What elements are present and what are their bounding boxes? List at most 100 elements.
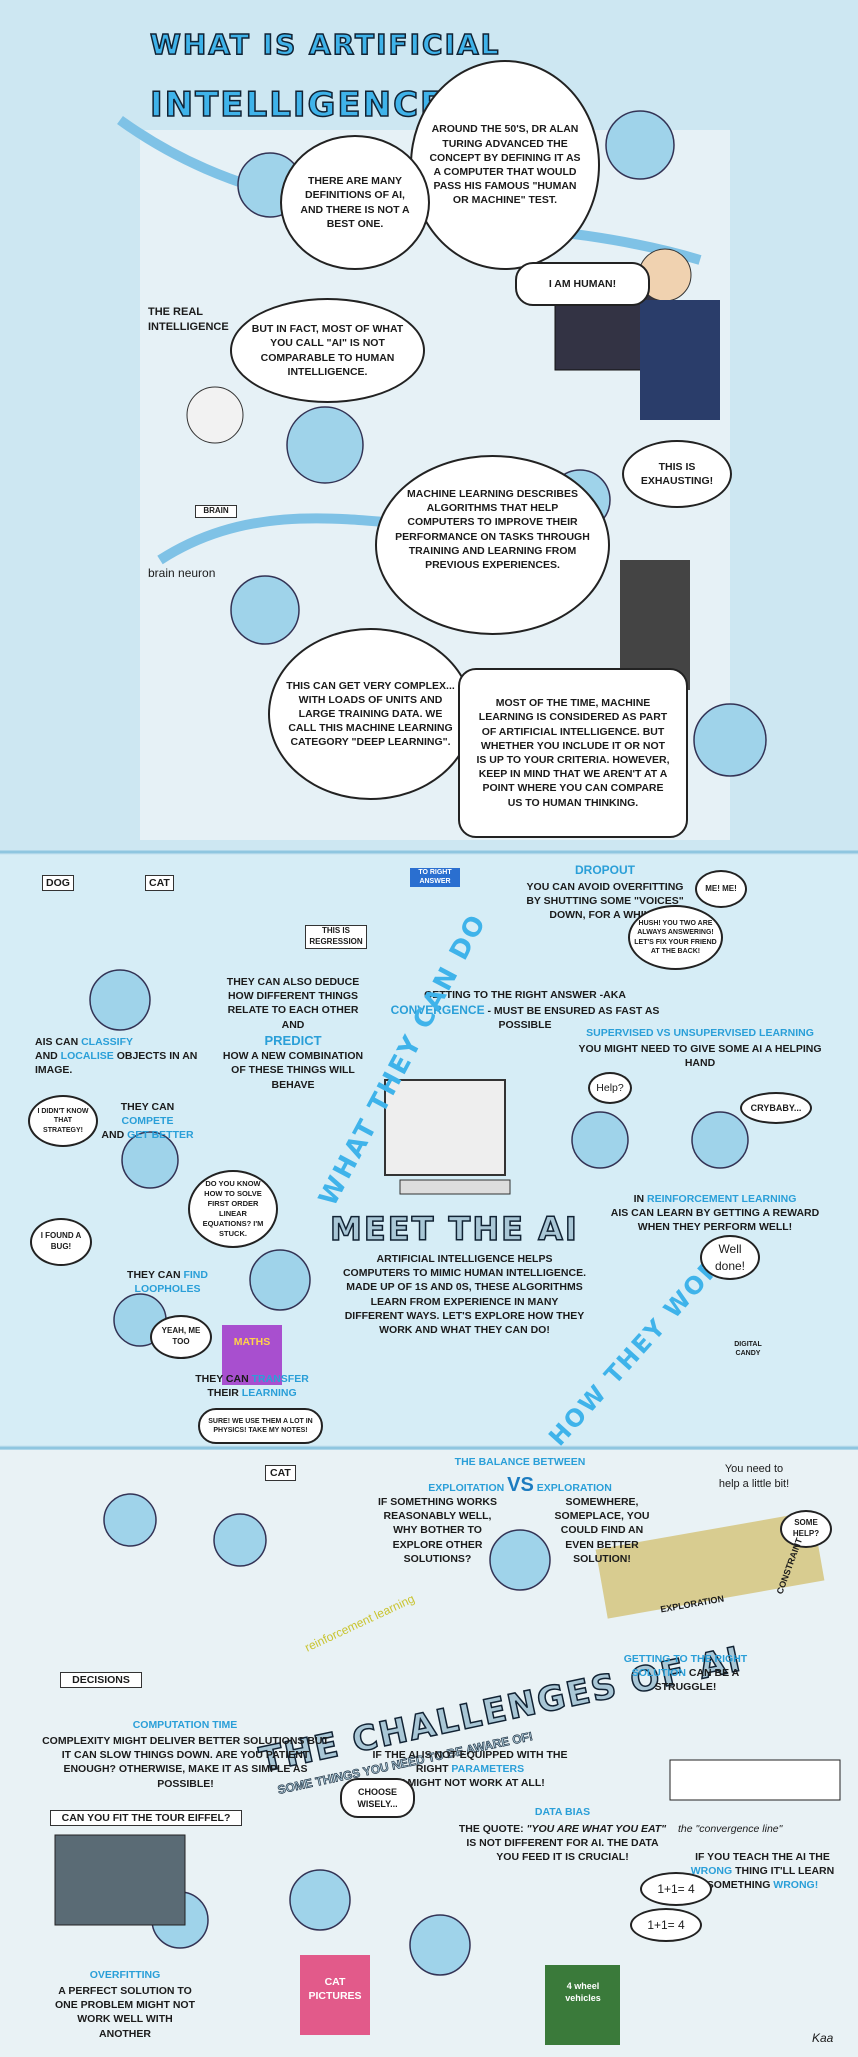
text: THE QUOTE: "YOU ARE WHAT YOU EAT" IS NOT… bbox=[455, 1822, 670, 1865]
speech-bubble: AROUND THE 50'S, DR ALAN TURING ADVANCED… bbox=[410, 60, 600, 270]
section-title: MEET THE AI bbox=[329, 1209, 579, 1249]
speech: You need to help a little bit! bbox=[718, 1463, 790, 1490]
keyboard bbox=[399, 1179, 511, 1195]
text: COMPLEXITY MIGHT DELIVER BETTER SOLUTION… bbox=[42, 1735, 329, 1790]
label: 4 wheel vehicles bbox=[565, 1981, 601, 2004]
term: WRONG bbox=[690, 1865, 733, 1878]
text: IF YOU TEACH THE AI THE bbox=[695, 1851, 830, 1863]
term: PARAMETERS bbox=[451, 1763, 525, 1776]
vehicles-box bbox=[545, 1965, 620, 2045]
speech-bubble: BUT IN FACT, MOST OF WHAT YOU CALL "AI" … bbox=[230, 298, 425, 403]
text: GETTING TO THE RIGHT ANSWER -AKA bbox=[424, 989, 626, 1001]
speech-bubble: MACHINE LEARNING DESCRIBES ALGORITHMS TH… bbox=[375, 455, 610, 635]
term: WRONG! bbox=[773, 1879, 819, 1892]
speech-bubble: ME! ME! bbox=[695, 870, 747, 908]
exploration-ribbon bbox=[595, 1511, 825, 1619]
speech-bubble: THERE ARE MANY DEFINITIONS OF AI, AND TH… bbox=[280, 135, 430, 270]
text: YOU MIGHT NEED TO GIVE SOME AI A HELPING… bbox=[578, 1043, 822, 1070]
text: IS NOT DIFFERENT FOR AI. THE DATA YOU FE… bbox=[466, 1837, 659, 1864]
speech-bubble: I DIDN'T KNOW THAT STRATEGY! bbox=[28, 1095, 98, 1147]
label: THE REAL INTELLIGENCE bbox=[148, 306, 229, 333]
term: COMPETE bbox=[121, 1115, 174, 1128]
speech-bubble: 1+1= 4 bbox=[630, 1908, 702, 1942]
term: REINFORCEMENT LEARNING bbox=[647, 1193, 797, 1205]
title: WHAT IS ARTIFICIAL bbox=[149, 27, 501, 62]
label: CAN YOU FIT THE TOUR EIFFEL? bbox=[50, 1810, 242, 1827]
text: AIS CAN CLASSIFY AND LOCALISE OBJECTS IN … bbox=[35, 1035, 205, 1078]
speech-bubble: I AM HUMAN! bbox=[515, 262, 650, 306]
term: CLASSIFY bbox=[81, 1036, 134, 1048]
speech-bubble: Well done! bbox=[700, 1235, 760, 1280]
text: THEIR bbox=[207, 1387, 239, 1400]
speech-bubble: DO YOU KNOW HOW TO SOLVE FIRST ORDER LIN… bbox=[188, 1170, 278, 1248]
speech-bubble: THIS CAN GET VERY COMPLEX... WITH LOADS … bbox=[268, 628, 473, 800]
term: MACHINE LEARNING bbox=[407, 488, 514, 500]
term: TRANSFER bbox=[251, 1373, 309, 1385]
term: FIND bbox=[183, 1269, 208, 1281]
term: LEARNING bbox=[241, 1387, 297, 1400]
label: CAT PICTURES bbox=[308, 1976, 362, 2003]
text: AND bbox=[35, 1050, 58, 1063]
text: DESCRIBES ALGORITHMS THAT HELP COMPUTERS… bbox=[395, 488, 590, 571]
text: THEY CAN ALSO DEDUCE HOW DIFFERENT THING… bbox=[226, 976, 360, 1031]
label: DECISIONS bbox=[60, 1672, 142, 1689]
badge: BRAIN bbox=[195, 505, 237, 518]
text: THE QUOTE: bbox=[458, 1823, 524, 1835]
term: CONVERGENCE bbox=[390, 1003, 485, 1018]
text: A PERFECT SOLUTION TO ONE PROBLEM MIGHT … bbox=[55, 1985, 195, 2040]
speech-bubble: SOME HELP? bbox=[780, 1510, 832, 1548]
term: EXPLOITATION bbox=[428, 1482, 505, 1494]
text: THEY CAN FIND LOOPHOLES bbox=[125, 1268, 210, 1296]
text: IF THE AI IS NOT EQUIPPED WITH THE RIGHT… bbox=[360, 1748, 580, 1791]
window bbox=[54, 1834, 186, 1926]
text: CAN BE A STRUGGLE! bbox=[654, 1667, 740, 1694]
label: CAT bbox=[265, 1465, 296, 1482]
label: DOG bbox=[42, 875, 74, 892]
text: THEY CAN bbox=[195, 1373, 249, 1385]
label: the "convergence line" bbox=[678, 1823, 783, 1835]
term: VS bbox=[507, 1474, 534, 1496]
text: THEY CAN bbox=[120, 1101, 175, 1113]
text: THEY CAN TRANSFER THEIR LEARNING bbox=[192, 1372, 312, 1400]
label: CAT bbox=[145, 875, 174, 892]
title: INTELLIGENCE? bbox=[149, 84, 467, 126]
text: IF YOU TEACH THE AI THE WRONG THING IT'L… bbox=[685, 1850, 840, 1893]
heading: OVERFITTING bbox=[89, 1969, 161, 1981]
speech-bubble: CRYBABY... bbox=[740, 1092, 812, 1124]
term: LOCALISE bbox=[60, 1050, 114, 1063]
heading: EXPLOITATION VS EXPLORATION bbox=[385, 1472, 655, 1499]
text: GETTING TO THE RIGHT ANSWER -AKA CONVERGE… bbox=[385, 988, 665, 1033]
convergence-flag bbox=[669, 1759, 841, 1801]
speech-bubble: Help? bbox=[588, 1072, 632, 1104]
real-intelligence-head bbox=[186, 386, 244, 444]
heading: DROPOUT bbox=[575, 863, 635, 877]
heading: DATA BIAS bbox=[534, 1806, 591, 1818]
text: IF THE AI IS NOT EQUIPPED WITH THE RIGHT bbox=[372, 1749, 568, 1776]
speech-bubble: YEAH, ME TOO bbox=[150, 1315, 212, 1359]
speech-bubble: 1+1= 4 bbox=[640, 1872, 712, 1906]
monitor bbox=[384, 1079, 506, 1176]
text: IT MIGHT NOT WORK AT ALL! bbox=[395, 1777, 545, 1790]
text: AIS CAN LEARN BY GETTING A REWARD WHEN T… bbox=[610, 1207, 820, 1234]
text: - MUST BE ENSURED AS FAST AS POSSIBLE bbox=[487, 1005, 660, 1032]
quote: "YOU ARE WHAT YOU EAT" bbox=[526, 1823, 667, 1835]
speech-bubble: HUSH! YOU TWO ARE ALWAYS ANSWERING! LET'… bbox=[628, 905, 723, 970]
sign: TO RIGHT ANSWER bbox=[410, 868, 460, 887]
text: THEY CAN COMPETE AND GET BETTER bbox=[100, 1100, 195, 1143]
text: AND bbox=[101, 1129, 125, 1142]
text: IN bbox=[633, 1193, 645, 1205]
speech-bubble: I FOUND A BUG! bbox=[30, 1218, 92, 1266]
speech-bubble: CHOOSE WISELY... bbox=[340, 1778, 415, 1818]
text: THEY CAN bbox=[127, 1269, 181, 1281]
book: MATHS bbox=[222, 1325, 282, 1385]
text: GETTING TO THE RIGHT SOLUTION CAN BE A S… bbox=[608, 1652, 763, 1695]
heading: SUPERVISED VS UNSUPERVISED LEARNING bbox=[586, 1027, 814, 1039]
text: AIS CAN bbox=[35, 1036, 79, 1048]
text: SOMEWHERE, SOMEPLACE, YOU COULD FIND AN … bbox=[554, 1496, 650, 1565]
text: IN REINFORCEMENT LEARNING AIS CAN LEARN B… bbox=[595, 1192, 835, 1235]
term: EXPLORATION bbox=[536, 1482, 612, 1494]
text: OBJECTS IN AN IMAGE. bbox=[35, 1050, 198, 1077]
heading: THE BALANCE BETWEEN bbox=[454, 1456, 586, 1468]
signature: Kaa bbox=[812, 2031, 834, 2045]
